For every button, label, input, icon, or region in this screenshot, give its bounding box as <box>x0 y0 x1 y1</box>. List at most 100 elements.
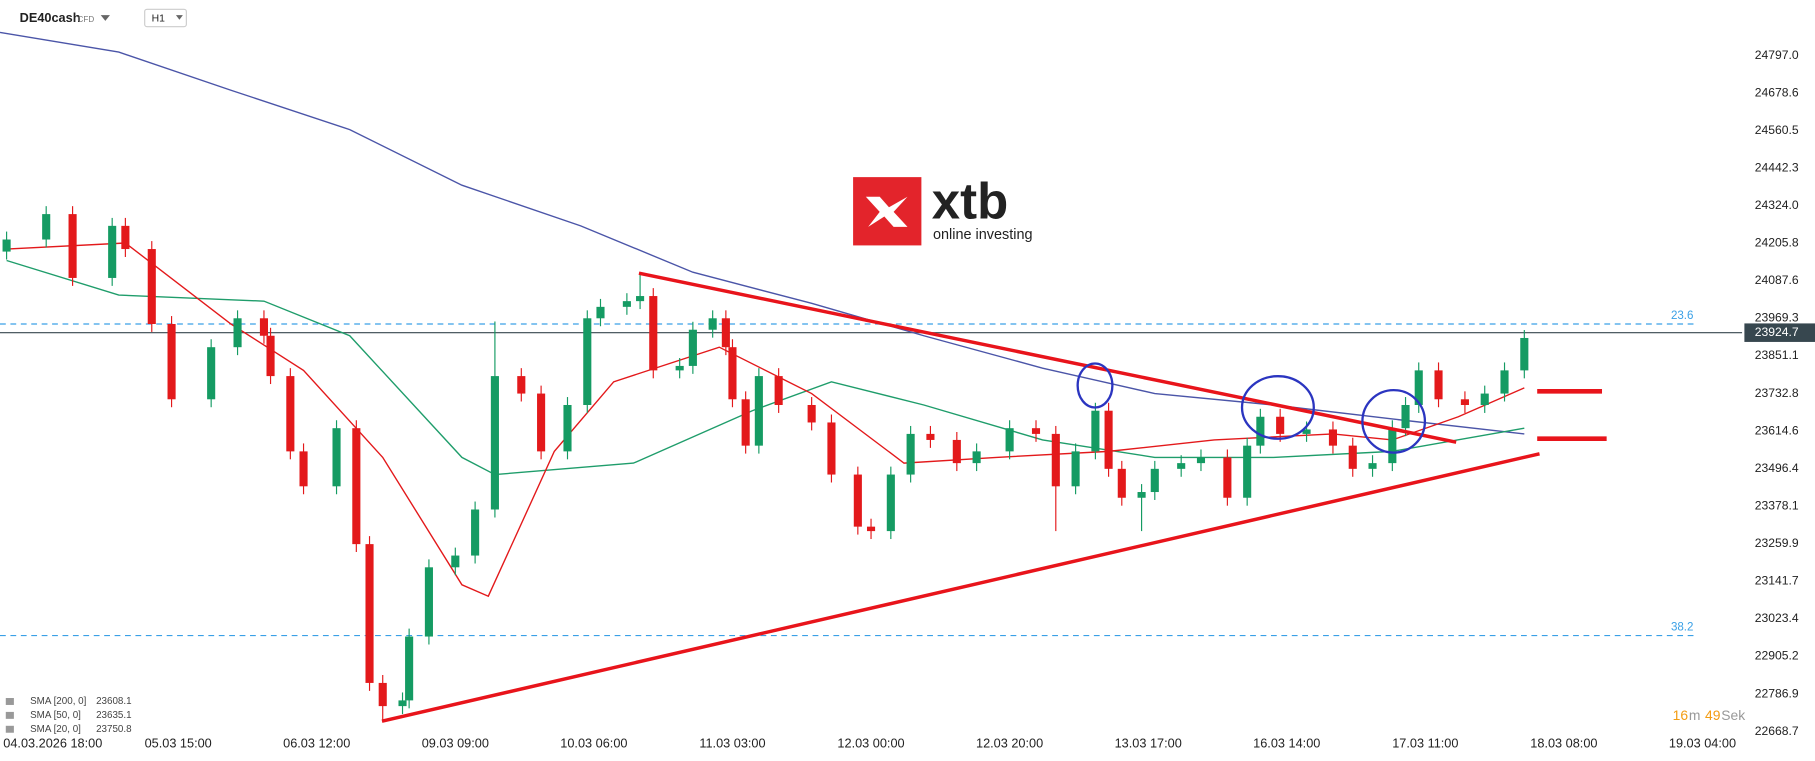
candle-body <box>1137 492 1146 498</box>
y-tick-label: 24324.0 <box>1755 198 1799 212</box>
timer-m: m <box>1689 707 1701 723</box>
legend-name: SMA [20, 0] <box>30 724 81 735</box>
highlight-circle <box>1076 362 1114 409</box>
candle-body <box>952 439 961 464</box>
y-tick-label: 23141.7 <box>1755 574 1799 588</box>
candle-body <box>649 296 658 371</box>
trend-line <box>638 271 1457 444</box>
candle-body <box>1520 337 1529 371</box>
timer-s: Sek <box>1721 707 1745 723</box>
candle-body <box>471 509 480 556</box>
price-label: 23924.7 <box>1755 325 1799 339</box>
candle-body <box>972 451 981 464</box>
candle-body <box>1117 468 1126 498</box>
x-tick-label: 12.03 00:00 <box>837 736 904 751</box>
candle-body <box>451 555 460 568</box>
highlight-circle <box>1361 388 1427 454</box>
y-tick-label: 24442.3 <box>1755 160 1799 174</box>
x-tick-label: 13.03 17:00 <box>1115 736 1182 751</box>
candle-body <box>424 567 433 637</box>
dropdown-arrow[interactable] <box>100 15 110 21</box>
candle-body <box>1414 370 1423 405</box>
candle-body <box>352 428 361 545</box>
candle-body <box>1104 410 1113 469</box>
y-tick-label: 23969.3 <box>1755 311 1799 325</box>
highlight-circle <box>1240 375 1315 440</box>
candle-body <box>622 301 631 307</box>
candle-body <box>827 422 836 475</box>
candle-body <box>1223 457 1232 498</box>
x-tick-label: 19.03 04:00 <box>1669 736 1736 751</box>
candle-body <box>1460 399 1469 405</box>
candle-body <box>1196 457 1206 464</box>
logo-x <box>865 196 908 227</box>
timer: 16 m 49 Sek <box>1673 707 1746 723</box>
candle-body <box>886 474 895 532</box>
x-tick-label: 09.03 09:00 <box>422 736 489 751</box>
x-tick-label: 18.03 08:00 <box>1530 736 1597 751</box>
legend-name: SMA [200, 0] <box>30 696 87 707</box>
candle-body <box>721 318 730 348</box>
candle-body <box>1091 410 1100 452</box>
logo-tagline: online investing <box>933 227 1033 243</box>
candle-body <box>583 318 592 405</box>
timeframe-arrow <box>175 15 183 20</box>
candle-body <box>1071 451 1080 487</box>
candle-body <box>1480 393 1489 405</box>
candle-body <box>42 214 51 240</box>
y-tick-label: 22905.2 <box>1755 649 1799 663</box>
legend-icon <box>5 698 14 705</box>
candle-body <box>741 399 750 446</box>
candle-body <box>1328 429 1338 446</box>
y-tick-label: 24797.0 <box>1755 48 1799 62</box>
candle-body <box>266 335 275 377</box>
y-tick-label: 23614.6 <box>1755 423 1799 437</box>
candle-body <box>1150 468 1159 493</box>
sma-line <box>0 31 1525 435</box>
candle-body <box>807 404 816 423</box>
candle-body <box>1388 428 1397 464</box>
plot: 23.6 38.2 24797.0 24678.6 24560.5 24442.3 2432… <box>0 31 1815 751</box>
trend-line <box>381 452 1540 723</box>
y-tick-label: 23496.4 <box>1755 461 1799 475</box>
candle-body <box>688 329 697 366</box>
candle-body <box>68 214 77 278</box>
y-tick-label: 23732.8 <box>1755 386 1799 400</box>
candle-body <box>167 324 176 400</box>
candle-body <box>708 318 717 330</box>
y-tick-label: 23851.1 <box>1755 348 1799 362</box>
candle-body <box>537 393 546 452</box>
candle-body <box>332 428 341 487</box>
timeframe[interactable]: H1 <box>152 13 166 24</box>
y-tick-label: 24087.6 <box>1755 273 1799 287</box>
legend-name: SMA [50, 0] <box>30 710 81 721</box>
y-tick-label: 23259.9 <box>1755 536 1799 550</box>
y-tick-label: 22668.7 <box>1755 724 1799 738</box>
timeframe-box[interactable] <box>144 8 187 28</box>
logo-brand: xtb <box>932 172 1008 229</box>
candle-body <box>1348 445 1357 469</box>
candle-body <box>596 306 605 319</box>
sma-line <box>6 259 1525 476</box>
candle-body <box>2 239 11 252</box>
logo: xtb online investing <box>853 172 1033 246</box>
candle-body <box>774 376 783 405</box>
candle-body <box>1276 416 1285 434</box>
y-tick-label: 23023.4 <box>1755 611 1799 625</box>
x-tick-label: 17.03 11:00 <box>1392 736 1458 751</box>
legend-value: 23750.8 <box>96 724 132 735</box>
candle-body <box>147 249 156 325</box>
candle-body <box>490 376 499 510</box>
candle-body <box>398 700 407 707</box>
symbol[interactable]: DE40cash <box>20 10 81 25</box>
candle-body <box>926 433 935 440</box>
x-tick-label: 16.03 14:00 <box>1253 736 1320 751</box>
x-tick-label: 06.03 12:00 <box>283 736 350 751</box>
candle-body <box>233 318 242 348</box>
y-tick-label: 24205.8 <box>1755 236 1799 250</box>
candle-body <box>378 682 387 707</box>
y-tick-label: 22786.9 <box>1755 686 1799 700</box>
